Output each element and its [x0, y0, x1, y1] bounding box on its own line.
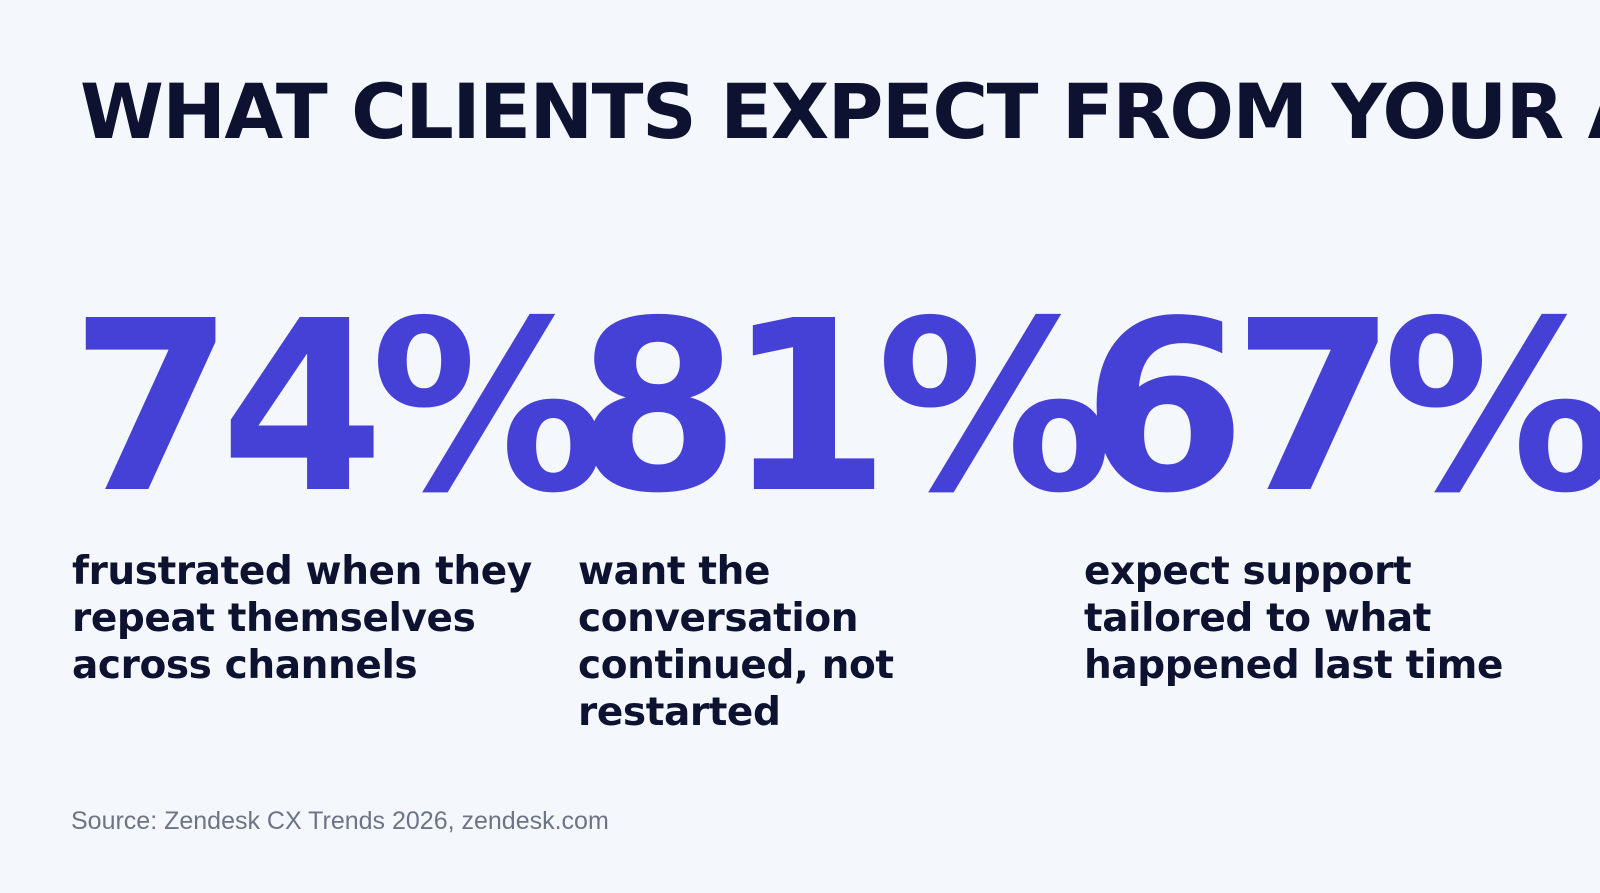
- stat-value: 81%: [576, 270, 1113, 545]
- stats-row: 74% frustrated when they repeat themselv…: [70, 270, 1600, 736]
- stat-value: 74%: [70, 270, 607, 545]
- stat-description: frustrated when they repeat themselves a…: [72, 549, 532, 688]
- stat-description: want the conversation continued, not res…: [578, 549, 894, 735]
- stat-description: expect support tailored to what happened…: [1084, 549, 1504, 688]
- stat-card-frustrated: 74% frustrated when they repeat themselv…: [70, 270, 607, 689]
- stat-card-continued: 81% want the conversation continued, not…: [576, 270, 1113, 736]
- stat-card-tailored: 67% expect support tailored to what happ…: [1082, 270, 1600, 689]
- stat-value: 67%: [1082, 270, 1600, 545]
- headline: WHAT CLIENTS EXPECT FROM YOUR AI: [80, 67, 1600, 156]
- source-citation: Source: Zendesk CX Trends 2026, zendesk.…: [71, 807, 609, 835]
